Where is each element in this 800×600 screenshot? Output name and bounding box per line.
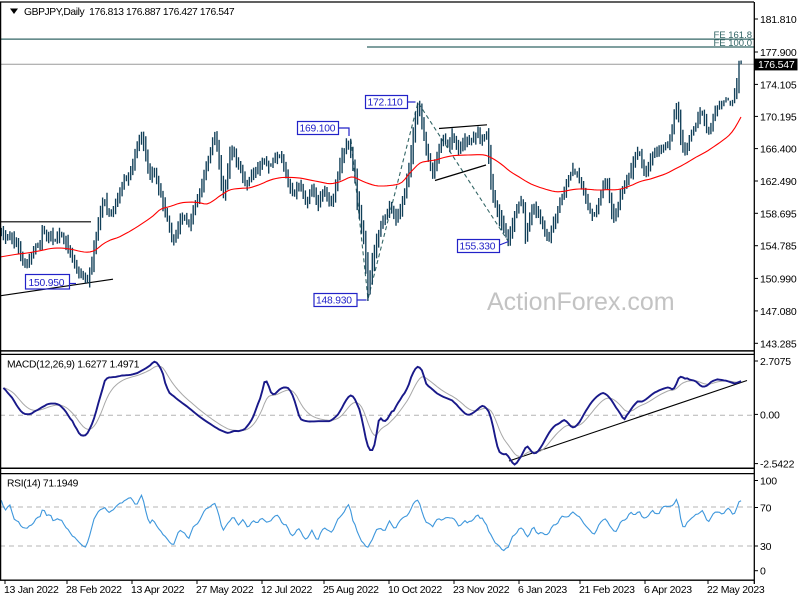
svg-text:21 Feb 2023: 21 Feb 2023 — [579, 584, 635, 596]
svg-text:100: 100 — [760, 476, 777, 488]
svg-text:0.00: 0.00 — [760, 409, 780, 421]
svg-text:23 Nov 2022: 23 Nov 2022 — [453, 584, 510, 596]
svg-text:6 Apr 2023: 6 Apr 2023 — [644, 584, 692, 596]
svg-text:2.7075: 2.7075 — [760, 356, 791, 368]
svg-text:158.695: 158.695 — [760, 208, 797, 220]
svg-text:ActionForex.com: ActionForex.com — [487, 288, 675, 316]
svg-text:6 Jan 2023: 6 Jan 2023 — [518, 584, 567, 596]
svg-text:177.900: 177.900 — [760, 47, 797, 59]
svg-text:166.400: 166.400 — [760, 144, 797, 156]
svg-text:10 Oct 2022: 10 Oct 2022 — [388, 584, 442, 596]
svg-text:13 Apr 2022: 13 Apr 2022 — [131, 584, 185, 596]
svg-text:FE 100.0: FE 100.0 — [713, 38, 752, 49]
svg-text:0: 0 — [760, 566, 766, 578]
svg-text:30: 30 — [760, 541, 772, 553]
svg-text:181.810: 181.810 — [760, 14, 797, 26]
svg-text:FE 161.8: FE 161.8 — [713, 30, 752, 41]
svg-text:12 Jul 2022: 12 Jul 2022 — [261, 584, 312, 596]
svg-text:176.547: 176.547 — [758, 59, 795, 71]
svg-text:MACD(12,26,9) 1.6277 1.4971: MACD(12,26,9) 1.6277 1.4971 — [7, 360, 140, 371]
svg-text:147.080: 147.080 — [760, 306, 797, 318]
svg-text:13 Jan 2022: 13 Jan 2022 — [4, 584, 59, 596]
svg-text:150.990: 150.990 — [760, 273, 797, 285]
svg-text:70: 70 — [760, 503, 772, 515]
svg-text:150.950: 150.950 — [29, 278, 65, 289]
svg-text:169.100: 169.100 — [300, 124, 336, 135]
svg-text:174.105: 174.105 — [760, 79, 797, 91]
svg-text:22 May 2023: 22 May 2023 — [707, 584, 765, 596]
svg-text:170.195: 170.195 — [760, 111, 797, 123]
svg-text:143.285: 143.285 — [760, 338, 797, 350]
svg-text:155.330: 155.330 — [460, 242, 496, 253]
svg-text:25 Aug 2022: 25 Aug 2022 — [323, 584, 379, 596]
svg-text:28 Feb 2022: 28 Feb 2022 — [66, 584, 122, 596]
svg-text:148.930: 148.930 — [316, 296, 352, 307]
svg-text:-2.5422: -2.5422 — [760, 459, 795, 471]
svg-text:154.785: 154.785 — [760, 241, 797, 253]
svg-text:172.110: 172.110 — [368, 98, 404, 109]
svg-text:27 May 2022: 27 May 2022 — [196, 584, 254, 596]
svg-text:GBPJPY,Daily 176.813 176.887: GBPJPY,Daily 176.813 176.887 176.427 176… — [24, 7, 235, 18]
svg-text:162.490: 162.490 — [760, 176, 797, 188]
svg-text:RSI(14) 71.1949: RSI(14) 71.1949 — [7, 479, 79, 490]
